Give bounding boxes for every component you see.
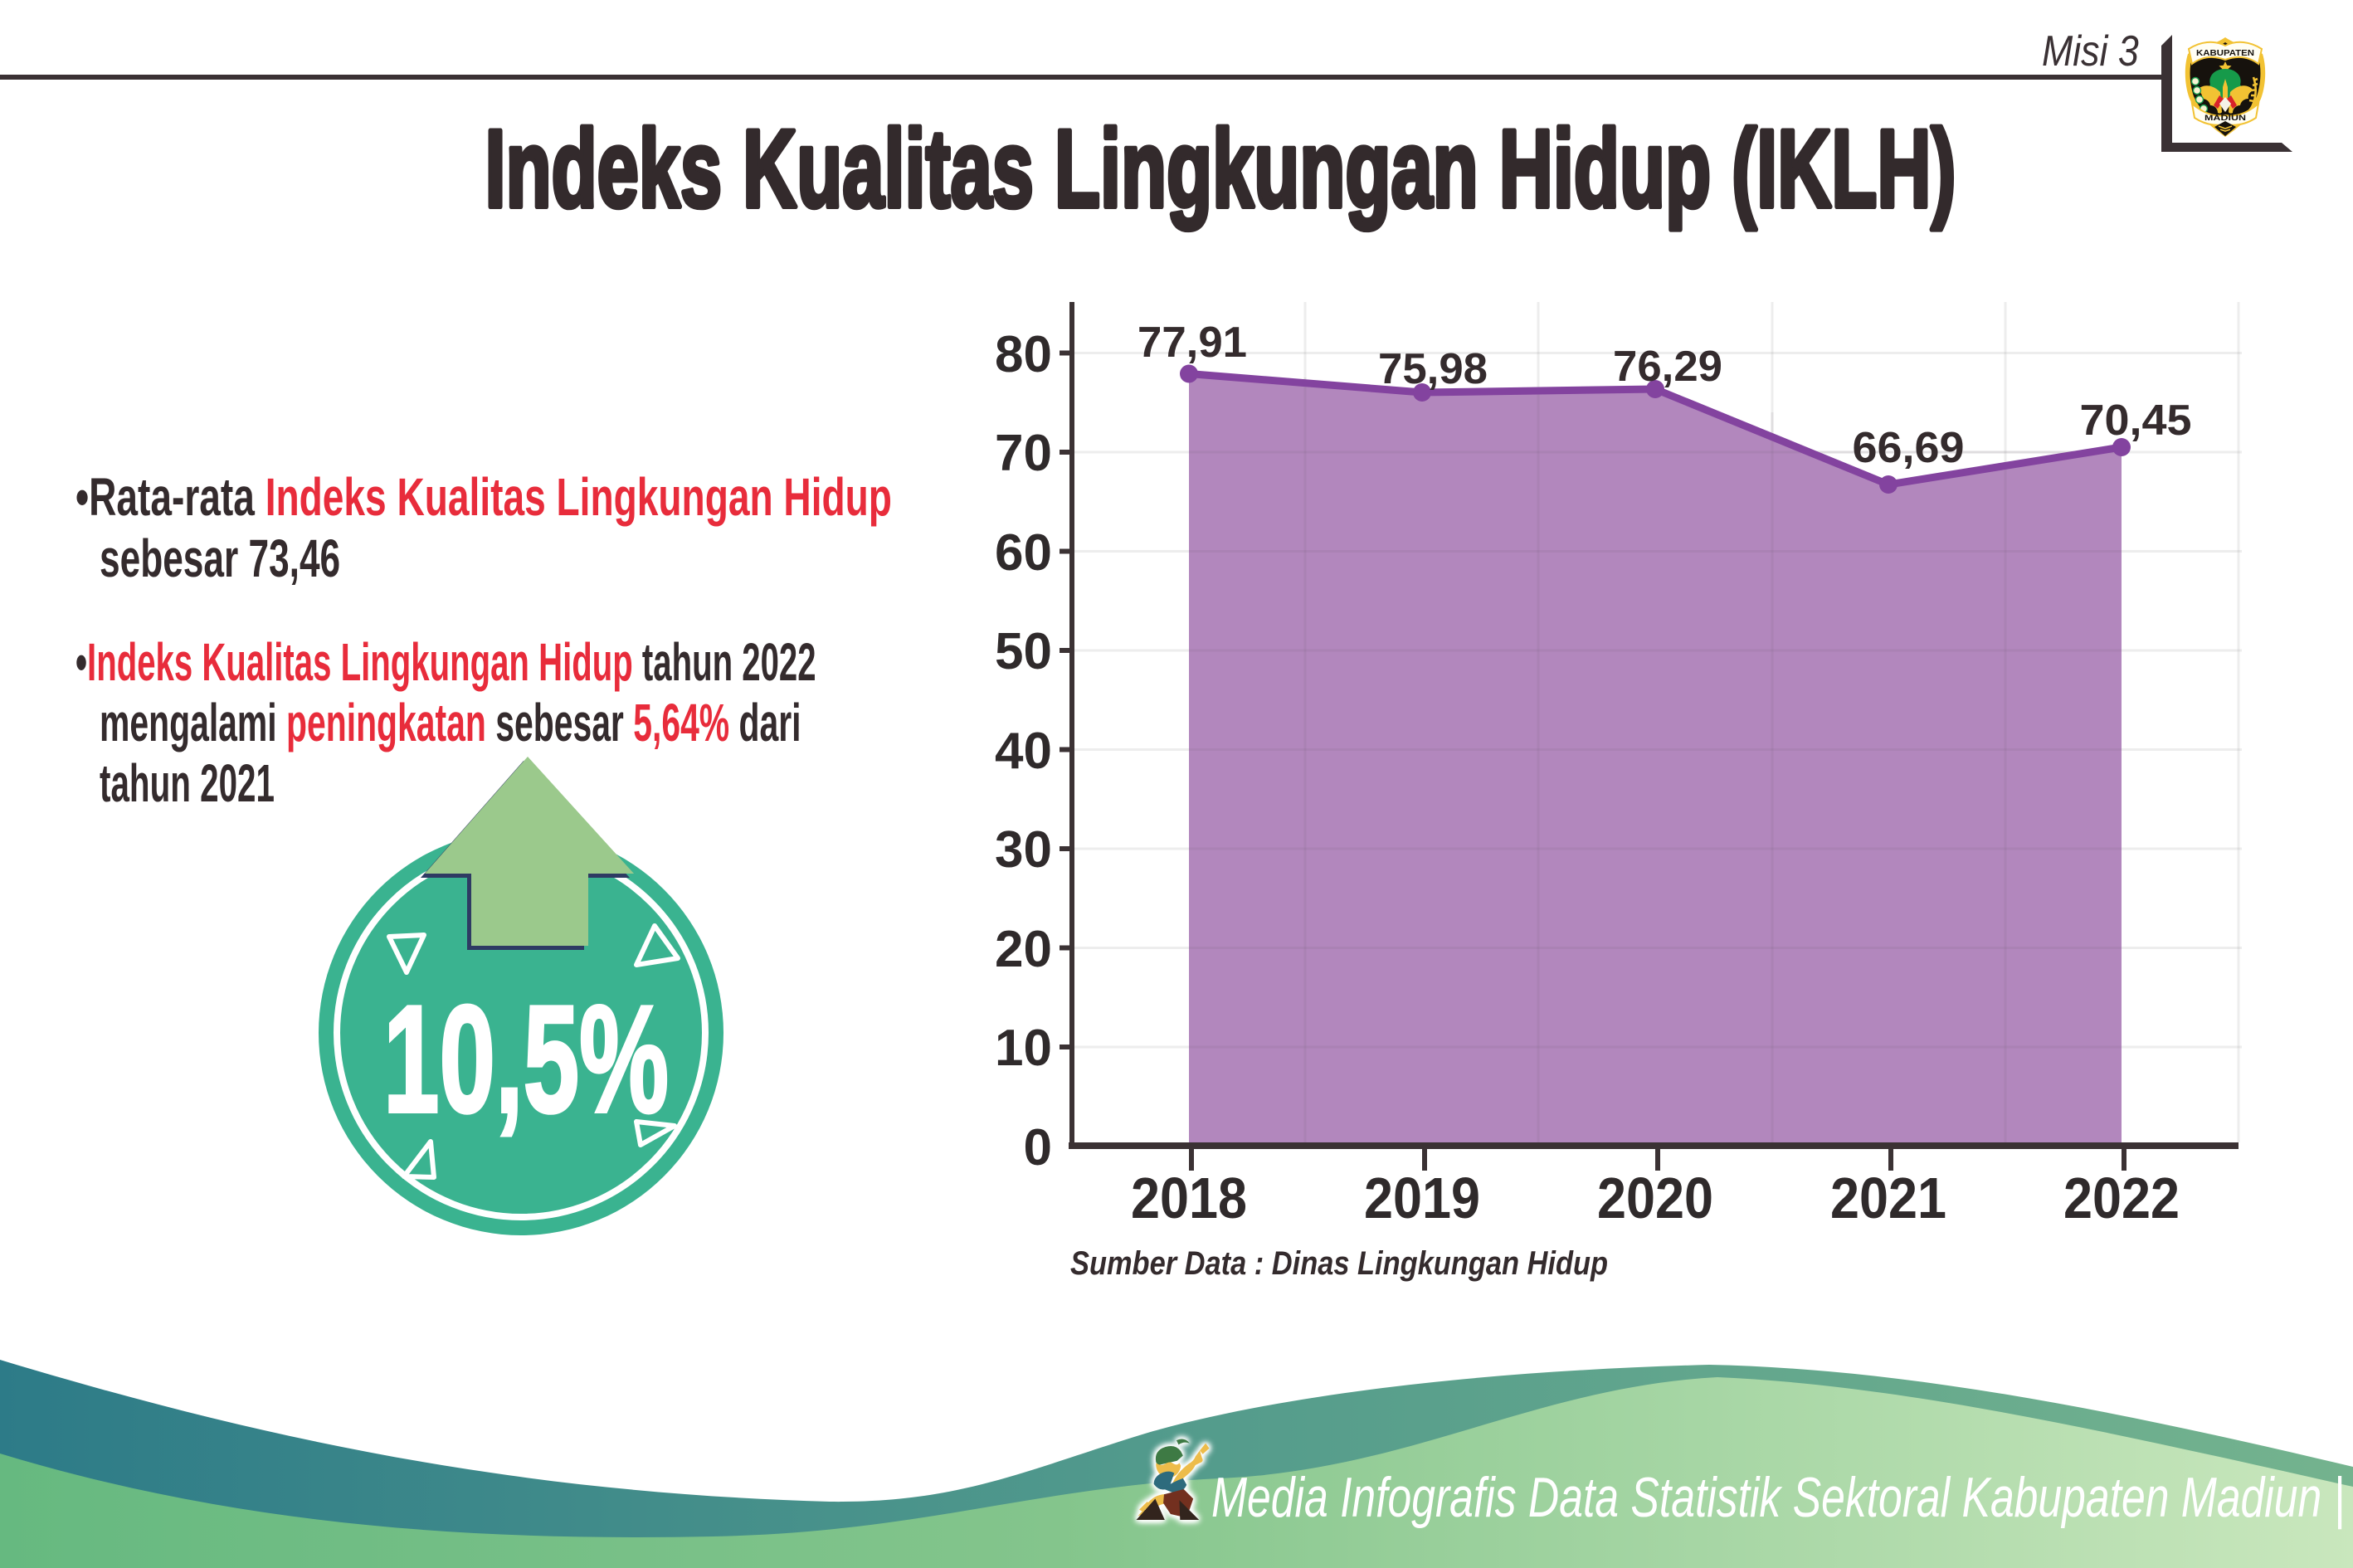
svg-text:80: 80 — [995, 326, 1052, 383]
svg-text:2022: 2022 — [2063, 1166, 2180, 1230]
svg-text:MADIUN: MADIUN — [2204, 114, 2246, 123]
svg-text:2020: 2020 — [1597, 1166, 1713, 1230]
svg-text:77,91: 77,91 — [1138, 319, 1247, 367]
svg-text:2018: 2018 — [1131, 1166, 1247, 1230]
svg-text:76,29: 76,29 — [1613, 343, 1722, 391]
svg-text:40: 40 — [995, 723, 1052, 780]
svg-text:70: 70 — [995, 425, 1052, 482]
svg-text:Media Infografis Data Statisti: Media Infografis Data Statistik Sektoral… — [1211, 1466, 2345, 1529]
svg-text:20: 20 — [995, 921, 1052, 978]
svg-text:KABUPATEN: KABUPATEN — [2196, 49, 2254, 58]
svg-text:2019: 2019 — [1364, 1166, 1480, 1230]
svg-text:66,69: 66,69 — [1853, 424, 1965, 472]
svg-text:75,98: 75,98 — [1378, 345, 1488, 393]
svg-text:70,45: 70,45 — [2080, 397, 2192, 445]
svg-text:Indeks Kualitas Lingkungan Hid: Indeks Kualitas Lingkungan Hidup (IKLH) — [485, 108, 1956, 231]
svg-text:30: 30 — [995, 821, 1052, 879]
svg-text:Sumber Data : Dinas Lingkungan: Sumber Data : Dinas Lingkungan Hidup — [1070, 1245, 1608, 1282]
svg-text:0: 0 — [1024, 1119, 1052, 1176]
svg-text:10,5%: 10,5% — [383, 973, 669, 1144]
svg-text:50: 50 — [995, 623, 1052, 680]
svg-text:10: 10 — [995, 1020, 1052, 1077]
svg-text:2021: 2021 — [1830, 1166, 1946, 1230]
svg-text:60: 60 — [995, 524, 1052, 582]
